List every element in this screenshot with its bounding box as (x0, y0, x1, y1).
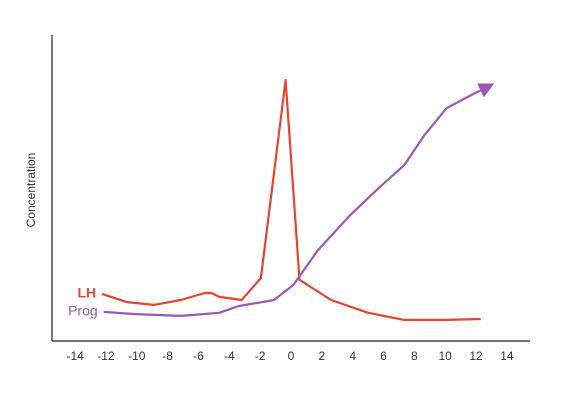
x-tick-label: 8 (411, 349, 418, 363)
y-axis-label: Concentration (24, 153, 38, 228)
x-tick-label: 0 (288, 349, 295, 363)
x-tick-label: -6 (193, 349, 204, 363)
x-tick-label: 4 (349, 349, 356, 363)
x-tick-label: 10 (439, 349, 453, 363)
x-tick-label: -10 (128, 349, 146, 363)
x-tick-label: 12 (469, 349, 483, 363)
x-tick-label: -14 (66, 349, 84, 363)
x-tick-label: -12 (97, 349, 115, 363)
series-label: Prog (68, 303, 98, 319)
x-tick-label: 6 (380, 349, 387, 363)
x-tick-label: -8 (162, 349, 173, 363)
series-label: LH (77, 285, 96, 301)
series-line (101, 78, 481, 321)
series-line (103, 83, 495, 317)
x-tick-label: -2 (255, 349, 266, 363)
x-tick-label: 14 (500, 349, 514, 363)
x-tick-label: 2 (318, 349, 325, 363)
x-tick-label: -4 (224, 349, 235, 363)
